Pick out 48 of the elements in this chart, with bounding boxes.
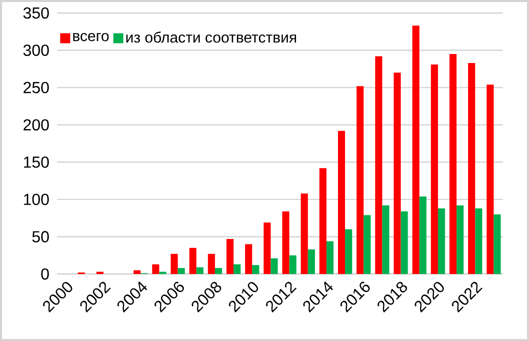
bar bbox=[430, 64, 438, 274]
y-tick-label: 350 bbox=[23, 7, 49, 19]
y-tick-label: 0 bbox=[41, 268, 49, 280]
bar bbox=[234, 264, 241, 274]
bar bbox=[245, 244, 252, 274]
y-tick-label: 200 bbox=[24, 119, 49, 131]
bar bbox=[456, 205, 464, 274]
bar bbox=[475, 208, 482, 274]
bar bbox=[364, 215, 371, 274]
bar bbox=[438, 208, 446, 274]
bar bbox=[326, 241, 334, 274]
bar bbox=[419, 196, 426, 274]
bar bbox=[178, 268, 185, 274]
bar bbox=[449, 54, 457, 274]
bar bbox=[300, 193, 308, 274]
bar bbox=[208, 254, 215, 274]
bar bbox=[226, 238, 234, 274]
bar bbox=[468, 62, 476, 274]
bar bbox=[338, 130, 346, 274]
bar bbox=[494, 214, 501, 274]
legend-label: всего bbox=[73, 32, 109, 42]
bar bbox=[375, 56, 382, 274]
bar bbox=[152, 264, 160, 274]
y-tick-label: 150 bbox=[24, 156, 49, 168]
bar bbox=[196, 267, 204, 274]
bar bbox=[319, 168, 326, 274]
bar bbox=[412, 26, 420, 274]
bar bbox=[264, 222, 271, 274]
bar bbox=[214, 268, 222, 274]
bar bbox=[400, 211, 408, 274]
y-tick-label: 250 bbox=[24, 82, 49, 94]
bar bbox=[252, 265, 260, 274]
bar bbox=[282, 211, 290, 274]
bar bbox=[394, 72, 401, 274]
y-tick-label: 50 bbox=[32, 231, 49, 242]
bar bbox=[486, 84, 494, 274]
bar bbox=[270, 258, 278, 274]
bar bbox=[170, 254, 178, 274]
y-tick-label: 300 bbox=[23, 44, 49, 56]
bar bbox=[134, 270, 141, 274]
bar bbox=[189, 248, 196, 274]
y-tick-label: 100 bbox=[24, 194, 49, 206]
bar bbox=[345, 229, 352, 274]
bar bbox=[382, 205, 390, 274]
legend-label: из области соответствия bbox=[126, 32, 296, 43]
bar bbox=[308, 249, 315, 274]
bar bbox=[289, 255, 296, 274]
bar bbox=[356, 86, 364, 274]
